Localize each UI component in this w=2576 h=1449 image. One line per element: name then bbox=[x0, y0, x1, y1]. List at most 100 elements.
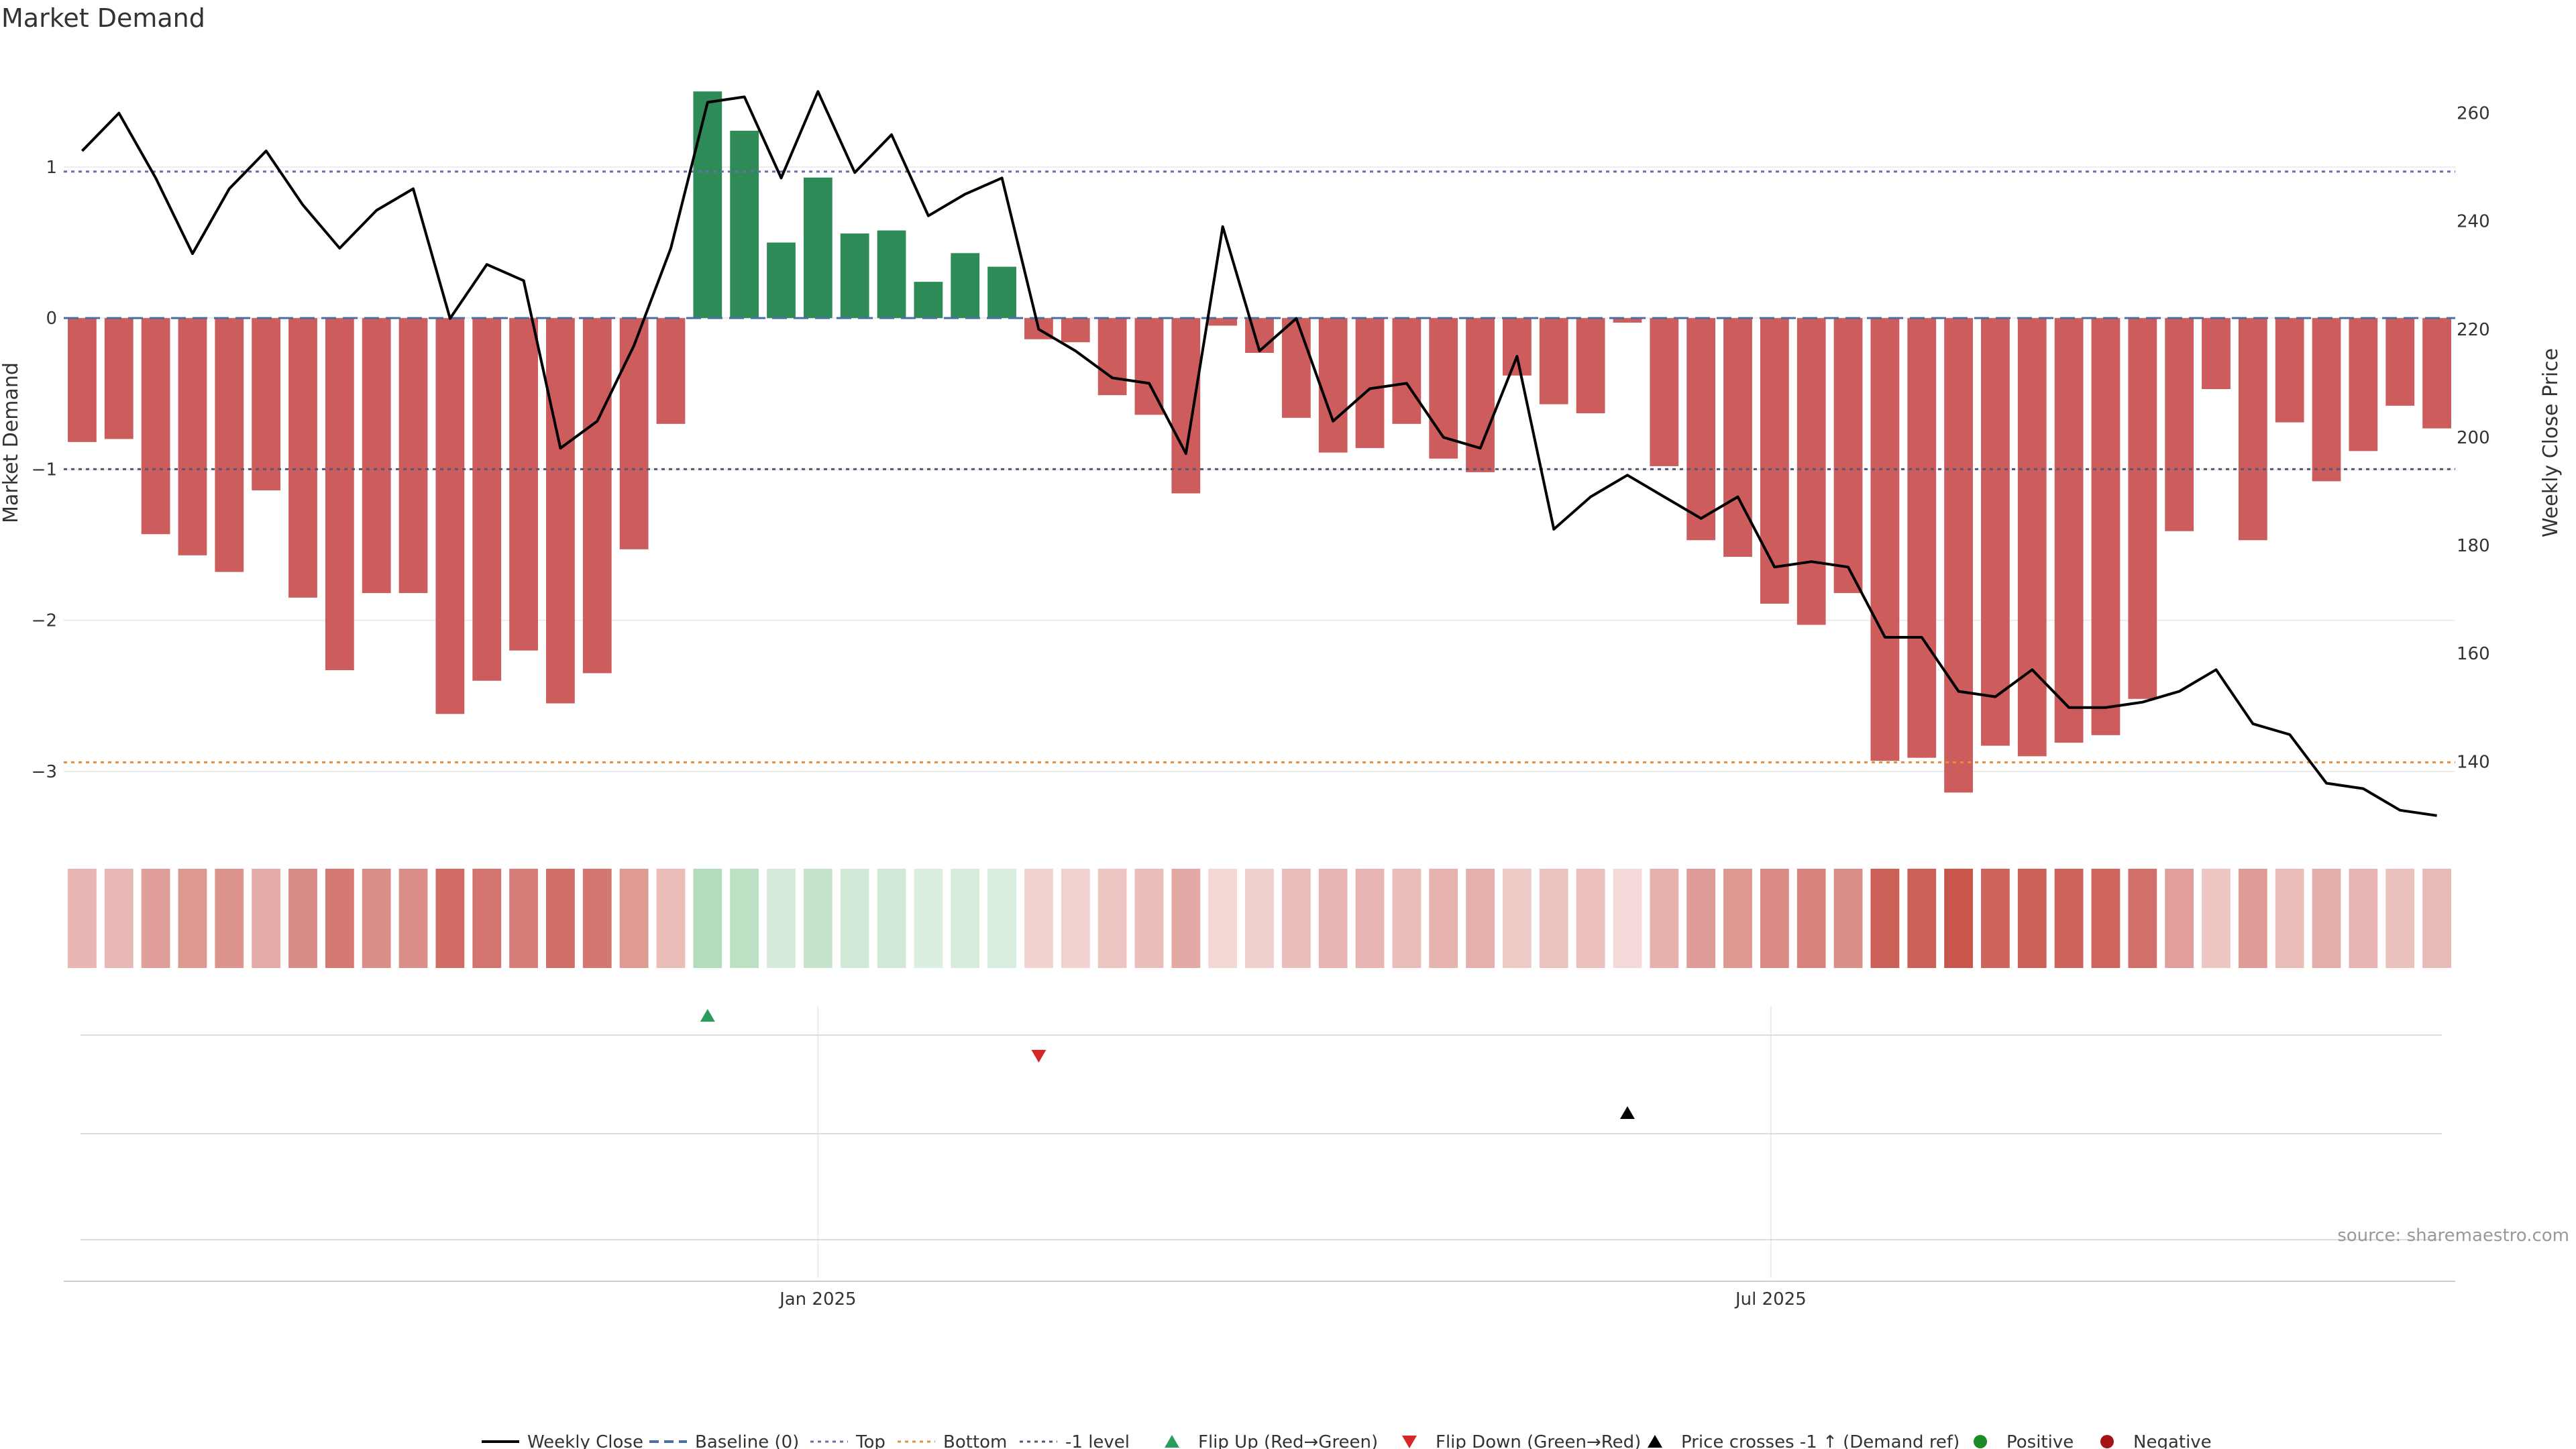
legend-label: Bottom bbox=[943, 1432, 1007, 1449]
heat-cell-negative bbox=[1723, 869, 1752, 968]
demand-bar-negative bbox=[1981, 318, 2010, 746]
y2-tick-label: 240 bbox=[2457, 212, 2490, 232]
demand-bar-negative bbox=[215, 318, 244, 572]
heat-cell-negative bbox=[325, 869, 354, 968]
demand-bar-negative bbox=[1723, 318, 1752, 557]
reference-lines bbox=[64, 170, 2455, 763]
heat-cell-negative bbox=[2091, 869, 2121, 968]
heat-cell-negative bbox=[1429, 869, 1458, 968]
legend-label: Weekly Close bbox=[527, 1432, 643, 1449]
demand-bar-negative bbox=[1796, 318, 1826, 625]
demand-bar-negative bbox=[656, 318, 686, 424]
legend-label: Top bbox=[855, 1432, 885, 1449]
source-credit: source: sharemaestro.com bbox=[2337, 1226, 2569, 1246]
heat-cell-negative bbox=[68, 869, 97, 968]
legend-label: -1 level bbox=[1065, 1432, 1130, 1449]
demand-bar-negative bbox=[1760, 318, 1789, 604]
demand-bar-negative bbox=[1503, 318, 1532, 376]
demand-bar-negative bbox=[1613, 318, 1642, 323]
heat-cell-negative bbox=[178, 869, 207, 968]
demand-bar-negative bbox=[1171, 318, 1201, 494]
heat-cell-positive bbox=[840, 869, 869, 968]
heat-cell-negative bbox=[1134, 869, 1164, 968]
heat-cell-positive bbox=[877, 869, 906, 968]
demand-bar-positive bbox=[951, 253, 980, 319]
chart-title: Market Demand bbox=[1, 3, 205, 33]
heat-cell-negative bbox=[2312, 869, 2341, 968]
heat-cell-negative bbox=[2422, 869, 2451, 968]
heat-cell-positive bbox=[730, 869, 759, 968]
demand-bars bbox=[68, 91, 2451, 793]
demand-bar-negative bbox=[2422, 318, 2451, 429]
heat-cell-negative bbox=[1833, 869, 1863, 968]
legend-label: Price crosses -1 ↑ (Demand ref) bbox=[1681, 1432, 1960, 1449]
legend-label: Positive bbox=[2006, 1432, 2074, 1449]
heat-cell-negative bbox=[1796, 869, 1826, 968]
demand-bar-negative bbox=[2385, 318, 2415, 406]
demand-bar-negative bbox=[141, 318, 170, 535]
demand-bar-negative bbox=[2017, 318, 2047, 757]
heat-cell-positive bbox=[951, 869, 980, 968]
heat-cell-negative bbox=[2128, 869, 2157, 968]
demand-bar-negative bbox=[362, 318, 391, 594]
demand-bar-positive bbox=[987, 266, 1016, 319]
heat-cell-negative bbox=[2349, 869, 2378, 968]
y2-axis-label: Weekly Close Price bbox=[2539, 348, 2563, 537]
heat-cell-negative bbox=[1907, 869, 1937, 968]
demand-bar-negative bbox=[1318, 318, 1348, 453]
heat-cell-negative bbox=[1061, 869, 1090, 968]
legend-swatch-circle bbox=[1974, 1435, 1987, 1448]
demand-bar-negative bbox=[2349, 318, 2378, 451]
demand-bar-negative bbox=[2312, 318, 2341, 482]
demand-bar-negative bbox=[2238, 318, 2267, 541]
demand-bar-negative bbox=[1870, 318, 1900, 761]
demand-bar-negative bbox=[1686, 318, 1716, 541]
heat-cell-negative bbox=[2017, 869, 2047, 968]
heat-cell-negative bbox=[1650, 869, 1679, 968]
heat-cell-negative bbox=[1760, 869, 1789, 968]
flip-down-marker bbox=[1031, 1050, 1046, 1063]
demand-bar-negative bbox=[1097, 318, 1127, 396]
heat-cell-negative bbox=[1686, 869, 1716, 968]
heat-cell-negative bbox=[1981, 869, 2010, 968]
heat-cell-negative bbox=[1097, 869, 1127, 968]
weekly-close-line-group bbox=[80, 90, 2437, 817]
heat-cell-negative bbox=[1539, 869, 1568, 968]
heat-cell-negative bbox=[1576, 869, 1605, 968]
heat-cell-negative bbox=[1944, 869, 1973, 968]
heat-cell-negative bbox=[1870, 869, 1900, 968]
price-cross-marker bbox=[1619, 1106, 1635, 1119]
legend-label: Baseline (0) bbox=[695, 1432, 799, 1449]
heat-cell-negative bbox=[509, 869, 538, 968]
legend-label: Negative bbox=[2133, 1432, 2212, 1449]
heat-cell-negative bbox=[546, 869, 575, 968]
heat-cell-negative bbox=[2238, 869, 2267, 968]
demand-bar-negative bbox=[582, 318, 612, 674]
demand-bar-negative bbox=[288, 318, 317, 598]
y-tick-label: −1 bbox=[32, 460, 57, 480]
legend-label: Flip Up (Red→Green) bbox=[1198, 1432, 1378, 1449]
heat-cell-negative bbox=[2202, 869, 2231, 968]
heat-cell-negative bbox=[1245, 869, 1274, 968]
demand-bar-negative bbox=[1576, 318, 1605, 414]
y2-tick-label: 160 bbox=[2457, 644, 2490, 664]
heat-cell-negative bbox=[1613, 869, 1642, 968]
demand-bar-negative bbox=[472, 318, 502, 681]
y2-tick-label: 200 bbox=[2457, 428, 2490, 448]
demand-bar-positive bbox=[730, 130, 759, 319]
demand-bar-negative bbox=[1650, 318, 1679, 466]
demand-bar-negative bbox=[398, 318, 428, 594]
x-tick-label: Jan 2025 bbox=[778, 1289, 857, 1309]
demand-bar-negative bbox=[2091, 318, 2121, 735]
heat-cell-negative bbox=[1466, 869, 1495, 968]
demand-bar-negative bbox=[509, 318, 538, 651]
y2-tick-label: 220 bbox=[2457, 320, 2490, 340]
heat-cell-negative bbox=[215, 869, 244, 968]
heat-cell-negative bbox=[1392, 869, 1421, 968]
heat-cell-negative bbox=[1318, 869, 1348, 968]
heat-cell-negative bbox=[1355, 869, 1385, 968]
demand-bar-negative bbox=[2202, 318, 2231, 390]
heat-cell-negative bbox=[398, 869, 428, 968]
demand-bar-negative bbox=[2054, 318, 2084, 743]
y2-tick-label: 180 bbox=[2457, 536, 2490, 556]
